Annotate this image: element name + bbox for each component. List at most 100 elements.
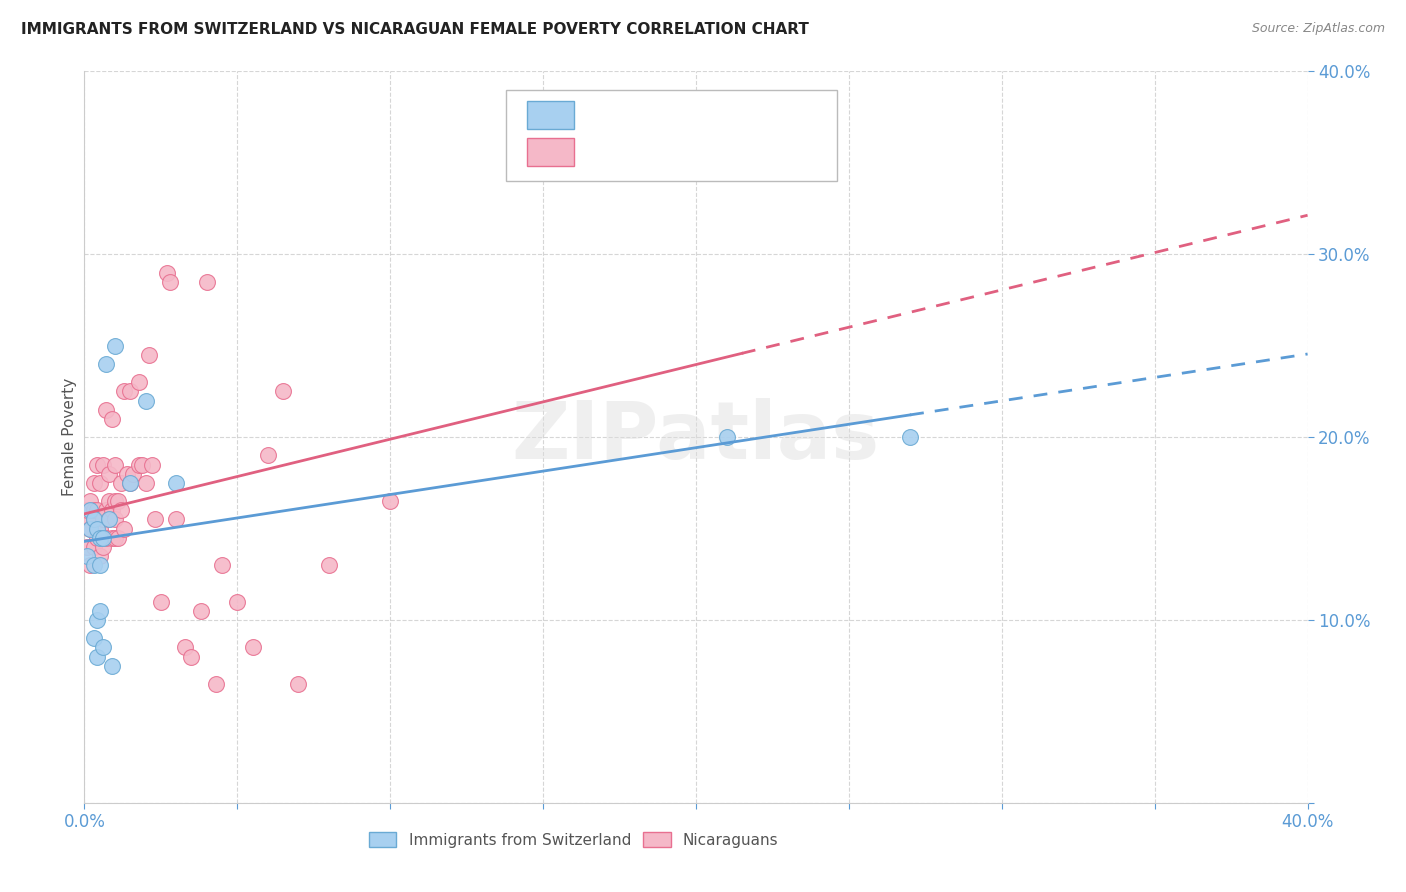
Point <box>97 512 120 526</box>
Point <box>91 540 114 554</box>
Text: 23: 23 <box>756 108 778 123</box>
Point <box>83 540 105 554</box>
Text: IMMIGRANTS FROM SWITZERLAND VS NICARAGUAN FEMALE POVERTY CORRELATION CHART: IMMIGRANTS FROM SWITZERLAND VS NICARAGUA… <box>21 22 808 37</box>
Point <box>716 430 738 444</box>
Point <box>115 467 138 481</box>
Point <box>83 503 105 517</box>
Point <box>174 640 197 655</box>
Point <box>287 677 309 691</box>
Point <box>101 503 124 517</box>
Point <box>138 348 160 362</box>
Point <box>97 467 120 481</box>
Point <box>79 521 101 535</box>
Y-axis label: Female Poverty: Female Poverty <box>62 378 77 496</box>
Bar <box>527 138 574 166</box>
Point <box>89 549 111 563</box>
Point <box>97 512 120 526</box>
Point <box>122 467 145 481</box>
Point <box>120 475 142 490</box>
Point <box>76 540 98 554</box>
Point <box>141 458 163 472</box>
Bar <box>527 102 574 129</box>
Point <box>149 594 172 608</box>
Point <box>104 494 127 508</box>
Point <box>195 275 218 289</box>
Point <box>110 475 132 490</box>
Legend: Immigrants from Switzerland, Nicaraguans: Immigrants from Switzerland, Nicaraguans <box>363 825 785 854</box>
Point <box>165 512 187 526</box>
Point <box>79 503 101 517</box>
Text: R =: R = <box>588 108 617 123</box>
Point <box>104 531 127 545</box>
Point <box>135 475 157 490</box>
Point <box>135 393 157 408</box>
Point <box>112 384 135 399</box>
Point <box>89 604 111 618</box>
Point <box>79 521 101 535</box>
Point <box>731 156 754 170</box>
Point <box>97 494 120 508</box>
Text: N =: N = <box>710 108 740 123</box>
Point <box>86 649 108 664</box>
Point <box>143 512 166 526</box>
Point <box>271 384 294 399</box>
Point <box>180 649 202 664</box>
Point <box>104 338 127 352</box>
Text: N =: N = <box>710 145 740 160</box>
Point <box>91 458 114 472</box>
Point <box>91 531 114 545</box>
Point <box>86 521 108 535</box>
Point <box>89 558 111 573</box>
Point <box>165 475 187 490</box>
Text: 0.119: 0.119 <box>637 145 685 160</box>
Point <box>131 458 153 472</box>
Point <box>83 512 105 526</box>
Point <box>101 531 124 545</box>
Point <box>94 531 117 545</box>
Point <box>94 402 117 417</box>
Point <box>86 613 108 627</box>
Point <box>76 503 98 517</box>
Point <box>128 458 150 472</box>
Point <box>89 475 111 490</box>
Point <box>211 558 233 573</box>
Point <box>83 632 105 646</box>
Point <box>128 375 150 389</box>
Point <box>79 494 101 508</box>
Text: Source: ZipAtlas.com: Source: ZipAtlas.com <box>1251 22 1385 36</box>
Point <box>86 503 108 517</box>
Text: 67: 67 <box>756 145 778 160</box>
Text: R =: R = <box>588 145 617 160</box>
Point <box>83 475 105 490</box>
Point <box>76 549 98 563</box>
Point <box>94 503 117 517</box>
Point <box>380 494 402 508</box>
Point <box>89 521 111 535</box>
Text: ZIPatlas: ZIPatlas <box>512 398 880 476</box>
Point <box>120 475 142 490</box>
Point <box>91 640 114 655</box>
Point <box>89 531 111 545</box>
Point <box>898 430 921 444</box>
Point <box>242 640 264 655</box>
Point <box>86 531 108 545</box>
Point <box>83 512 105 526</box>
Point <box>76 512 98 526</box>
Point <box>112 521 135 535</box>
Point <box>104 458 127 472</box>
Point <box>190 604 212 618</box>
Point <box>257 448 280 462</box>
Point <box>107 531 129 545</box>
Point <box>156 266 179 280</box>
Point <box>101 412 124 426</box>
Point <box>318 558 340 573</box>
Point <box>110 503 132 517</box>
Point <box>226 594 249 608</box>
Point <box>91 512 114 526</box>
Point <box>205 677 228 691</box>
Text: 0.154: 0.154 <box>637 108 685 123</box>
Point <box>104 512 127 526</box>
FancyBboxPatch shape <box>506 90 837 181</box>
Point <box>83 558 105 573</box>
Point <box>101 658 124 673</box>
